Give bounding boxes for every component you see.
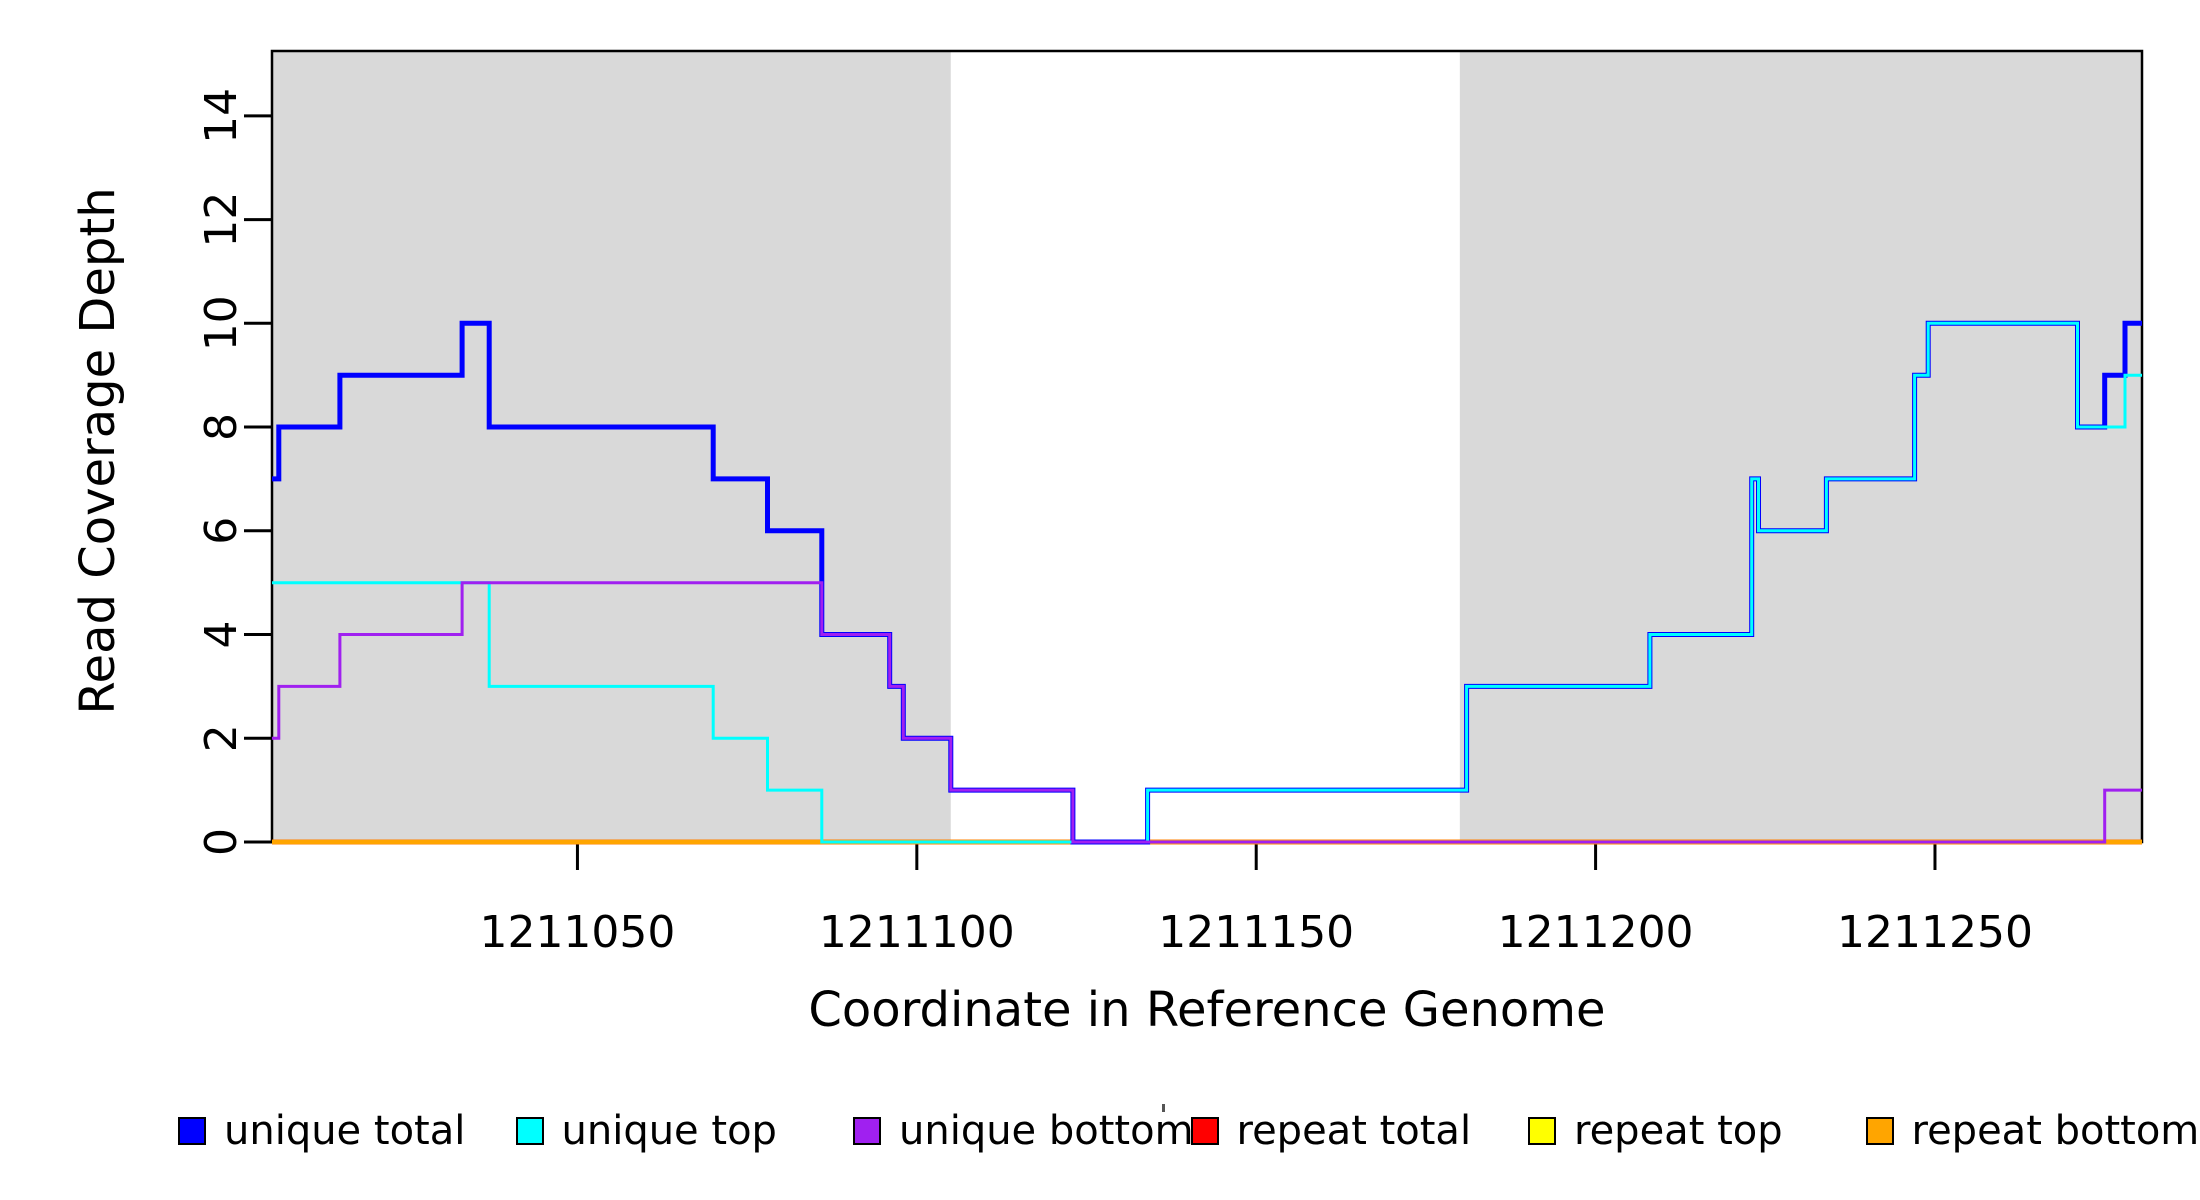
x-tick-label: 1211050 [479,907,675,958]
x-tick-label: 1211250 [1837,907,2033,958]
y-tick-label: 10 [196,295,247,351]
legend-item-repeat-top: repeat top [1528,1108,1783,1154]
x-tick-label: 1211100 [819,907,1015,958]
legend-item-repeat-bottom: repeat bottom [1865,1108,2200,1154]
legend-item-unique-bottom: unique bottom [853,1108,1194,1154]
y-tick-label: 0 [196,828,247,856]
y-tick-label: 8 [196,413,247,441]
legend-swatch-repeat-top [1528,1117,1556,1145]
legend-swatch-unique-top [515,1117,544,1145]
legend-swatch-unique-total [178,1117,206,1145]
legend-stray-mark [1162,1104,1165,1112]
legend-item-unique-total: unique total [178,1108,465,1154]
legend-item-repeat-total: repeat total [1190,1108,1472,1154]
y-tick-label: 6 [196,517,247,545]
x-tick-label: 1211150 [1158,907,1354,958]
y-tick-label: 12 [196,192,247,248]
series-line-unique-top [272,321,2142,844]
legend-label: unique total [224,1108,466,1154]
x-axis-title: Coordinate in Reference Genome [808,982,1606,1038]
legend-swatch-unique-bottom [853,1117,881,1145]
y-axis-title: Read Coverage Depth [70,187,126,715]
legend-swatch-repeat-total [1190,1117,1219,1145]
y-tick-label: 14 [196,88,247,144]
y-tick-label: 2 [196,724,247,752]
x-tick-label: 1211200 [1498,907,1694,958]
legend-label: unique bottom [899,1108,1194,1154]
shaded-repeat-region [272,51,951,842]
legend-label: unique top [561,1108,777,1154]
legend-label: repeat bottom [1911,1108,2200,1154]
series-line-unique-bottom [272,581,2142,844]
legend-label: repeat top [1574,1108,1783,1154]
legend-label: repeat total [1236,1108,1472,1154]
legend-swatch-repeat-bottom [1865,1117,1894,1145]
shaded-repeat-region [1459,51,2142,842]
legend-item-unique-top: unique top [515,1108,777,1154]
y-tick-label: 4 [196,621,247,649]
